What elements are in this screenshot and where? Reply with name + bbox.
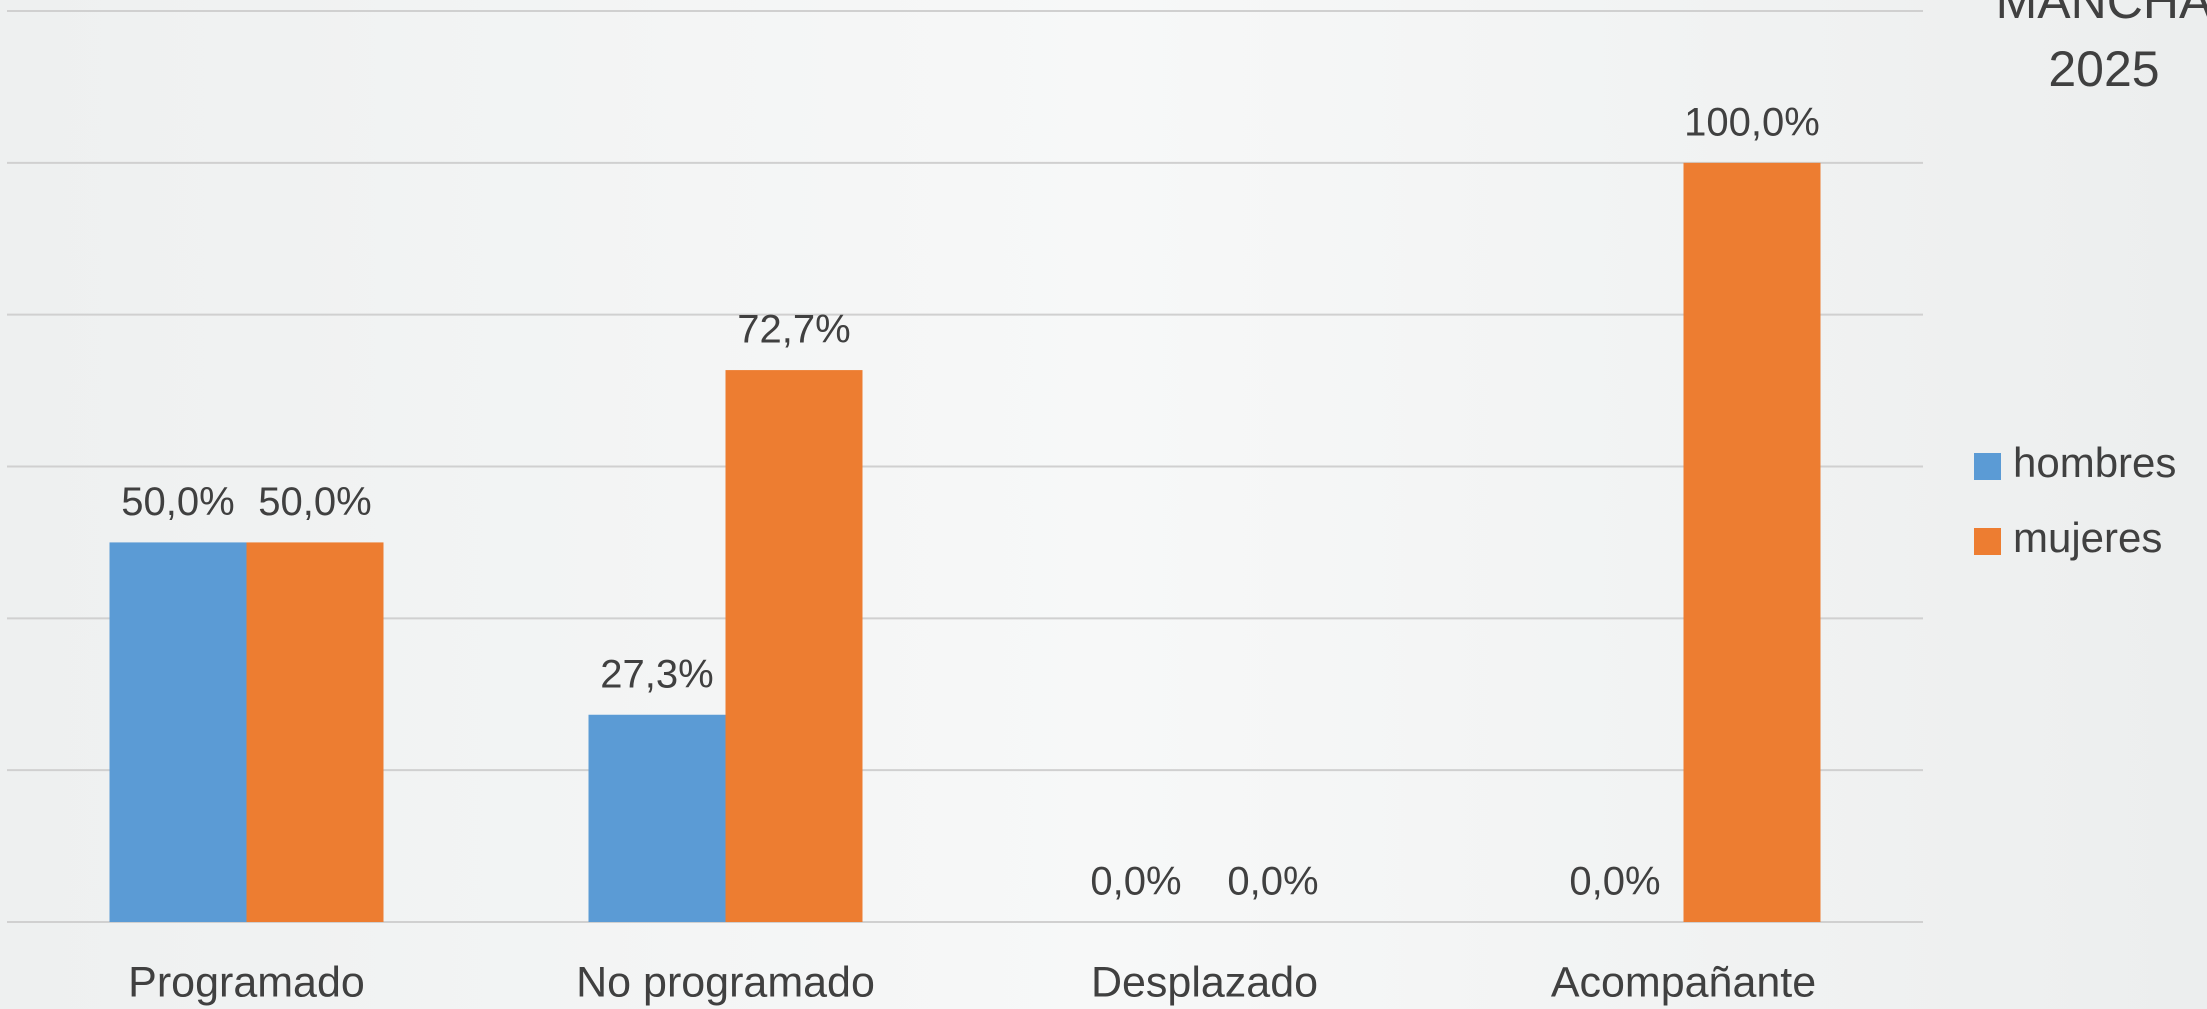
x-tick-label: Acompañante [1551,958,1816,1006]
bar [247,542,384,922]
bar [1684,163,1821,922]
bar [726,370,863,922]
chart-title: MANCHA [1996,0,2207,29]
chart: MANCHA 2025 50,0% 50,0% Programado 27,3% 72,… [0,0,2207,1009]
x-tick-label: Desplazado [1091,958,1318,1006]
legend-swatch [1974,528,2001,555]
data-label: 0,0% [1090,860,1181,904]
chart-title: 2025 [2048,41,2159,97]
bar [110,542,247,922]
data-label: 0,0% [1569,860,1660,904]
data-label: 0,0% [1227,860,1318,904]
legend-label: hombres [2013,439,2176,486]
bar [589,715,726,922]
legend-swatch [1974,453,2001,480]
data-label: 100,0% [1684,100,1820,144]
legend-label: mujeres [2013,514,2162,561]
data-label: 27,3% [600,652,713,696]
data-label: 72,7% [737,308,850,352]
data-label: 50,0% [258,480,371,524]
x-tick-label: No programado [576,958,875,1006]
x-tick-label: Programado [128,958,365,1006]
data-label: 50,0% [121,480,234,524]
